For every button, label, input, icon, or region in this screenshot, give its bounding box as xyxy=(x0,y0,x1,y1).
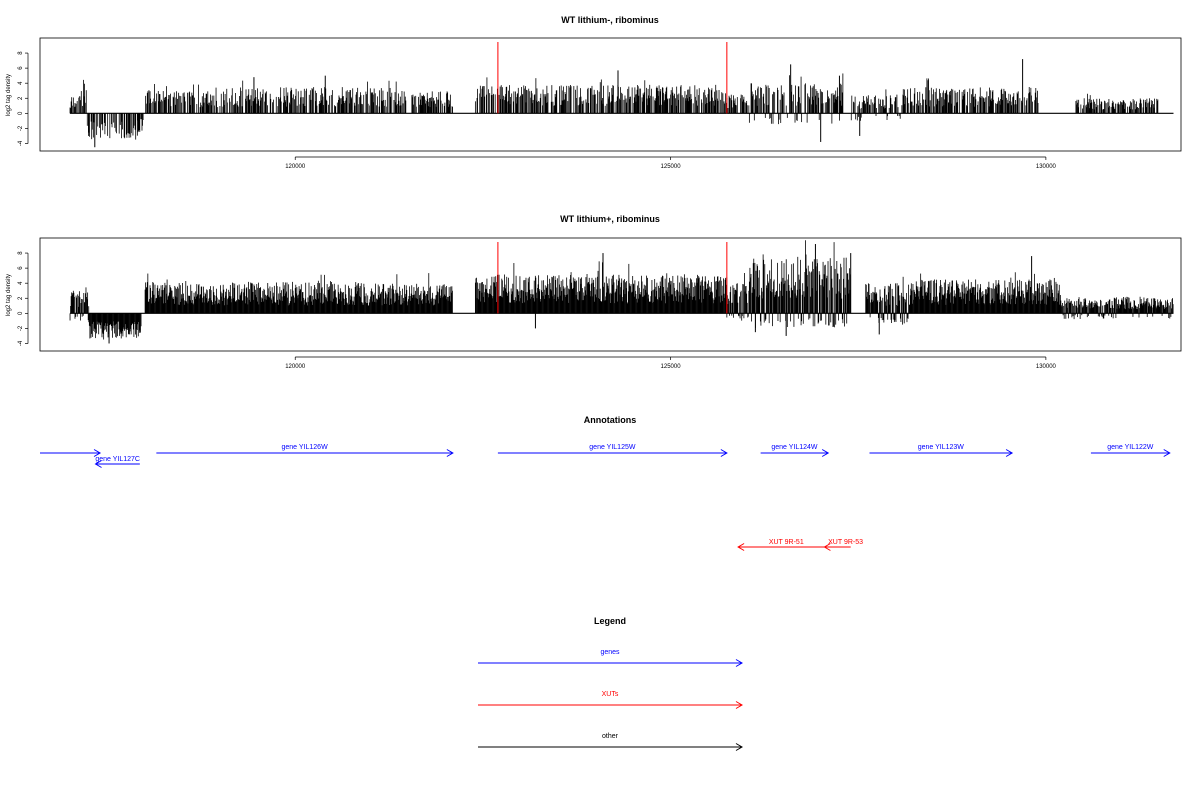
y-tick-label: 4 xyxy=(18,281,24,285)
axes: -4 -2 0 2 4 6 8 120000 125000 130000 xyxy=(18,51,1057,170)
y-tick-label: -2 xyxy=(18,125,24,131)
annotation-features: gene YIL127C gene YIL126W gene YIL125W gene… xyxy=(40,444,1171,551)
gene-label: gene YIL126W xyxy=(282,444,329,451)
x-tick-label: 130000 xyxy=(1036,164,1057,170)
gene-arrow: gene YIL124W xyxy=(760,444,830,457)
y-tick-label: -4 xyxy=(18,140,24,146)
axes: -4 -2 0 2 4 6 8 120000 125000 130000 xyxy=(18,251,1057,370)
y-tick-label: -2 xyxy=(18,325,24,331)
gene-label: gene YIL127C xyxy=(95,456,140,463)
y-tick-label: 2 xyxy=(18,296,24,300)
xut-arrow: XUT 9R-53 xyxy=(823,539,863,551)
track-panel-lithium-plus: WT lithium+, ribominus log2 tag density … xyxy=(6,214,1182,370)
density-bars xyxy=(69,42,1174,148)
y-tick-label: 4 xyxy=(18,81,24,85)
y-tick-label: 6 xyxy=(18,266,24,270)
track-panel-lithium-minus: WT lithium-, ribominus log2 tag density … xyxy=(6,15,1182,170)
gene-arrow xyxy=(40,449,102,457)
legend-item-other: other xyxy=(478,733,743,751)
panel-title: WT lithium-, ribominus xyxy=(561,15,659,25)
x-tick-label: 125000 xyxy=(661,164,682,170)
y-tick-label: 2 xyxy=(18,96,24,100)
xut-arrow: XUT 9R-51 xyxy=(737,539,825,551)
gene-label: gene YIL124W xyxy=(771,444,818,451)
xut-label: XUT 9R-53 xyxy=(828,539,863,546)
gene-label: gene YIL125W xyxy=(589,444,636,451)
density-bars xyxy=(69,240,1174,344)
y-tick-label: 0 xyxy=(18,311,24,315)
y-tick-label: 6 xyxy=(18,66,24,70)
y-axis-label: log2 tag density xyxy=(6,74,12,116)
gene-arrow: gene YIL127C xyxy=(94,456,140,468)
legend-label: other xyxy=(602,733,619,740)
legend-item-xut: XUTs xyxy=(478,691,743,709)
plot-frame xyxy=(39,237,1182,352)
y-tick-label: -4 xyxy=(18,340,24,346)
x-tick-label: 125000 xyxy=(661,364,682,370)
x-tick-label: 130000 xyxy=(1036,364,1057,370)
y-axis-label: log2 tag density xyxy=(6,274,12,316)
xut-label: XUT 9R-51 xyxy=(769,539,804,546)
x-tick-label: 120000 xyxy=(285,364,306,370)
y-tick-label: 8 xyxy=(18,251,24,255)
gene-arrow: gene YIL122W xyxy=(1090,444,1171,457)
gene-label: gene YIL123W xyxy=(918,444,965,451)
legend-item-gene: genes xyxy=(478,649,743,667)
legend-title: Legend xyxy=(594,616,626,626)
gene-arrow: gene YIL125W xyxy=(497,444,728,457)
legend-label: XUTs xyxy=(602,691,619,698)
gene-arrow: gene YIL123W xyxy=(869,444,1014,457)
x-tick-label: 120000 xyxy=(285,164,306,170)
legend-items: genes XUTs other xyxy=(478,649,743,751)
plot-frame xyxy=(39,37,1182,152)
panel-title: WT lithium+, ribominus xyxy=(560,214,660,224)
gene-arrow: gene YIL126W xyxy=(156,444,454,457)
legend: Legend genes XUTs other xyxy=(478,616,743,751)
gene-label: gene YIL122W xyxy=(1107,444,1154,451)
y-tick-label: 0 xyxy=(18,111,24,115)
y-tick-label: 8 xyxy=(18,51,24,55)
annotations-title: Annotations xyxy=(584,415,637,425)
legend-label: genes xyxy=(600,649,620,656)
